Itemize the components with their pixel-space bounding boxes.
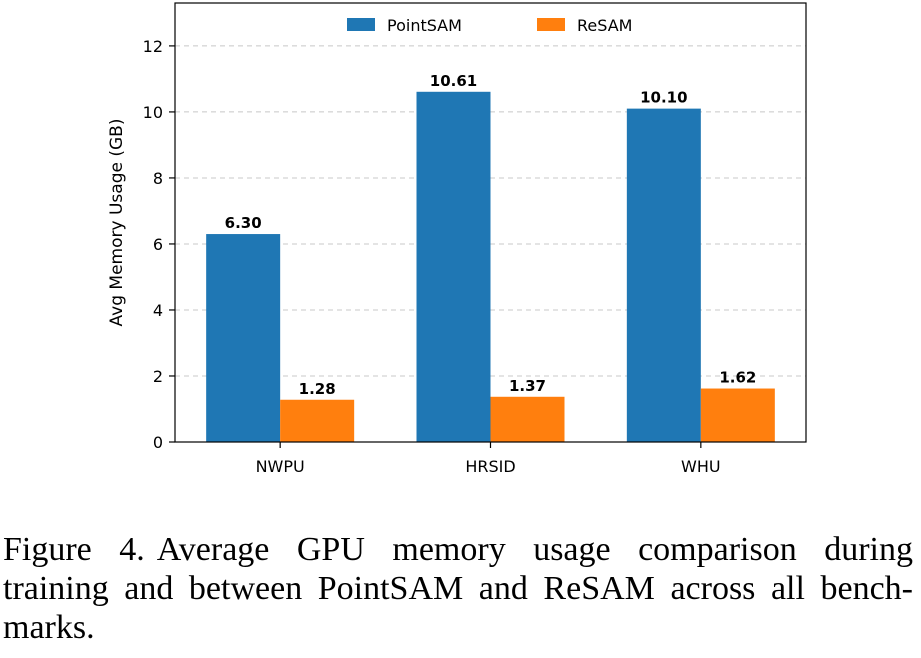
- bar-resam-whu: [700, 388, 775, 442]
- x-axis-ticks: NWPU HRSID WHU: [256, 442, 721, 476]
- legend-swatch: [347, 18, 375, 31]
- data-label: 6.30: [225, 214, 262, 232]
- figure-caption: Figure 4. Average GPU memory usage compar…: [3, 530, 913, 647]
- bar-chart: 6.30 1.28 10.61 1.37 10.10 1.62 0 2 4 6 8 10 12 NWP…: [107, 2, 807, 476]
- legend-swatch: [537, 18, 565, 31]
- bar-resam-nwpu: [280, 399, 355, 442]
- y-axis-label: Avg Memory Usage (GB): [107, 119, 127, 327]
- bar-resam-hrsid: [490, 396, 565, 442]
- bars: [206, 91, 775, 443]
- y-tick-label: 12: [143, 37, 163, 56]
- y-tick-label: 10: [143, 103, 163, 122]
- legend-entry: ReSAM: [577, 16, 632, 35]
- data-label: 10.61: [430, 72, 477, 90]
- data-labels: 6.30 1.28 10.61 1.37 10.10 1.62: [225, 72, 757, 398]
- y-tick-label: 8: [153, 169, 163, 188]
- figure-label: Figure 4.: [3, 531, 145, 568]
- data-label: 1.62: [719, 369, 756, 387]
- data-label: 1.28: [299, 380, 336, 398]
- y-tick-label: 4: [153, 301, 163, 320]
- bar-pointsam-whu: [626, 108, 701, 443]
- y-tick-label: 0: [153, 433, 163, 452]
- legend: PointSAM ReSAM: [347, 16, 632, 35]
- data-label: 1.37: [509, 377, 546, 395]
- y-tick-label: 2: [153, 367, 163, 386]
- bar-pointsam-nwpu: [206, 234, 281, 442]
- y-tick-label: 6: [153, 235, 163, 254]
- x-tick-label: HRSID: [465, 457, 515, 476]
- legend-entry: PointSAM: [387, 16, 462, 35]
- bar-pointsam-hrsid: [416, 91, 491, 442]
- caption-text: Average GPU memory usage comparison duri…: [3, 531, 913, 646]
- data-label: 10.10: [640, 89, 687, 107]
- x-tick-label: WHU: [681, 457, 721, 476]
- x-tick-label: NWPU: [256, 457, 305, 476]
- y-axis-ticks: 0 2 4 6 8 10 12: [143, 37, 175, 452]
